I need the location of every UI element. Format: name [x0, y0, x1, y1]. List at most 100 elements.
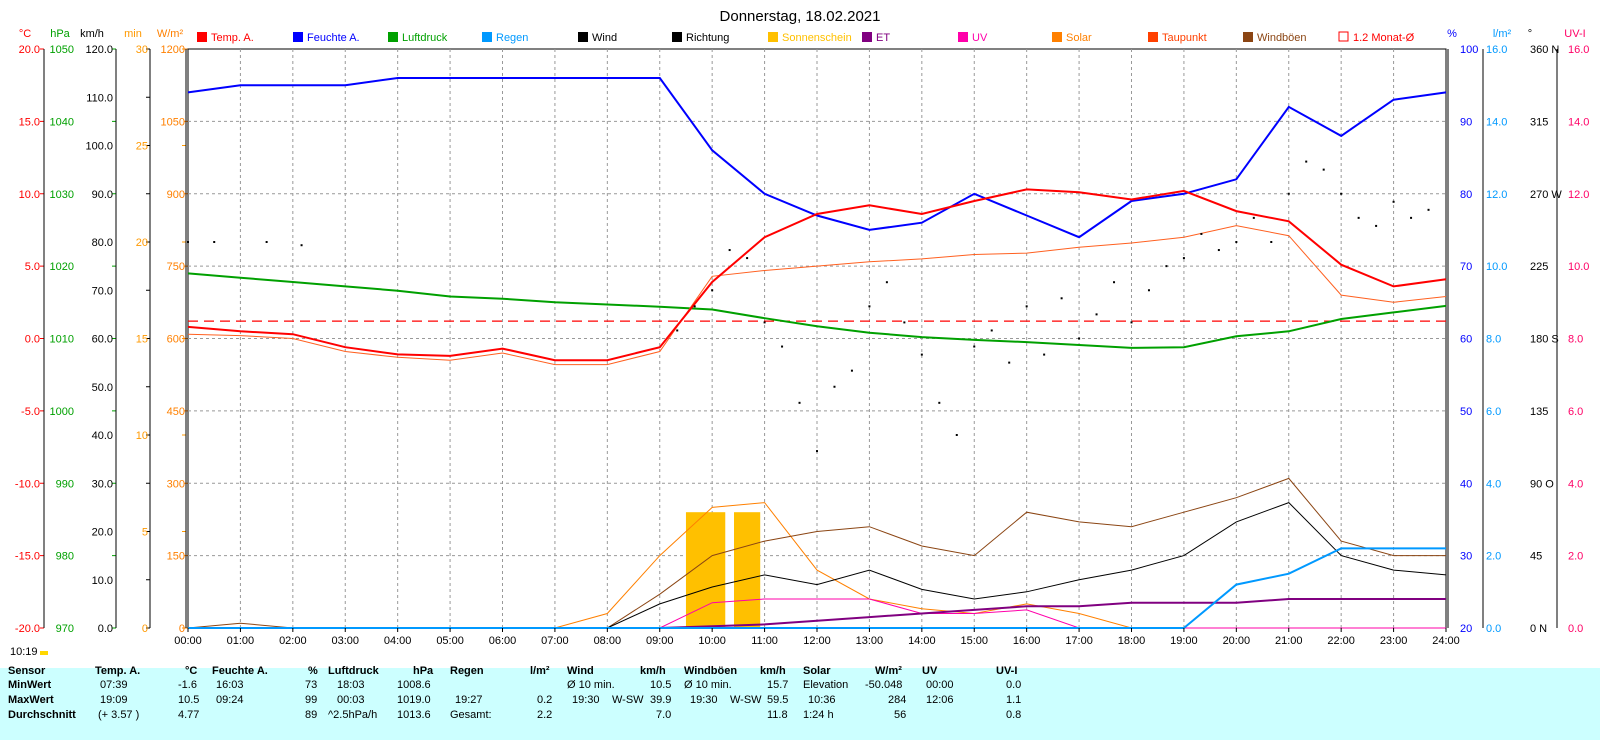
- hum-avg-value: 89: [305, 709, 318, 721]
- wind-direction-point: [850, 369, 853, 372]
- wind-direction-point: [1025, 305, 1028, 308]
- plot-grid: [187, 48, 1447, 629]
- solar-duration-label: 1:24 h: [803, 709, 834, 721]
- axis-tick-label: 90 O: [1530, 478, 1554, 490]
- axis-tick-label: 4.0: [1568, 478, 1583, 490]
- axis-tick-label: 135: [1530, 406, 1548, 418]
- axis-tick-label: 1020: [50, 261, 74, 273]
- axis-tick-label: 14.0: [1486, 116, 1507, 128]
- series-lines: [187, 77, 1447, 629]
- gust-avg10-label: Ø 10 min.: [684, 679, 732, 691]
- gust-max-time: 19:30: [690, 694, 718, 706]
- axis-unit-label: %: [1447, 28, 1457, 40]
- axis-tick-label: 1040: [50, 116, 74, 128]
- axis-tick-label: 980: [56, 551, 74, 563]
- legend-swatch: [1243, 32, 1253, 42]
- series-line-taupunkt: [187, 225, 1447, 366]
- axis-unit-label: °C: [19, 28, 31, 40]
- weather-chart: Donnerstag, 18.02.2021 Temp. A. Feuchte A…: [15, 8, 1590, 647]
- legend-swatch: [1052, 32, 1062, 42]
- wind-direction-point: [798, 401, 801, 404]
- wind-direction-point: [746, 257, 749, 260]
- legend: Temp. A. Feuchte A. Luftdruck Regen Wind Rich…: [197, 31, 1415, 44]
- axis-tick-label: 100.0: [85, 141, 113, 153]
- rain-total-value: 2.2: [537, 709, 553, 721]
- axis-tick-label: -5.0: [21, 406, 40, 418]
- axis-tick-label: 10: [136, 430, 148, 442]
- axis-tick-label: 70.0: [92, 285, 113, 297]
- wind-direction-point: [265, 241, 268, 243]
- x-tick-label: 00:00: [174, 635, 202, 647]
- axis-tick-label: 6.0: [1568, 406, 1583, 418]
- wind-direction-point: [1427, 208, 1430, 211]
- wind-direction-point: [1305, 160, 1308, 163]
- legend-label: 1.2 Monat-Ø: [1353, 32, 1415, 44]
- axis-tick-label: 5: [142, 527, 148, 539]
- solar-avg-value: 56: [894, 709, 907, 721]
- temp-unit: °C: [185, 665, 198, 677]
- axis-tick-label: 0.0: [98, 623, 113, 635]
- axis-tick-label: 20.0: [92, 527, 113, 539]
- axis-tick-label: 2.0: [1568, 551, 1583, 563]
- axis-tick-label: 60.0: [92, 334, 113, 346]
- gust-unit: km/h: [760, 665, 786, 677]
- x-tick-label: 03:00: [331, 635, 359, 647]
- x-tick-label: 19:00: [1170, 635, 1198, 647]
- wind-direction-point: [1392, 200, 1395, 203]
- axis-unit-label: min: [124, 28, 142, 40]
- legend-swatch: [958, 32, 968, 42]
- uv-avg-value: 0.8: [1006, 709, 1022, 721]
- axis-tick-label: 1000: [50, 406, 74, 418]
- temp-max-time: 19:09: [100, 694, 128, 706]
- solar-elevation-value: -50.048: [865, 679, 903, 691]
- temp-min-value: -1.6: [178, 679, 197, 691]
- legend-label: Wind: [592, 32, 617, 44]
- axis-tick-label: 40.0: [92, 430, 113, 442]
- axis-tick-label: 45: [1530, 551, 1542, 563]
- x-tick-label: 01:00: [227, 635, 255, 647]
- axis-tick-label: 16.0: [1486, 44, 1507, 56]
- legend-label: Solar: [1066, 32, 1092, 44]
- x-tick-label: 05:00: [436, 635, 464, 647]
- wind-max-time: 19:30: [572, 694, 600, 706]
- press-unit: hPa: [413, 665, 434, 677]
- wind-direction-point: [781, 345, 784, 348]
- legend-label: ET: [876, 32, 890, 44]
- axis-tick-label: 25: [136, 141, 148, 153]
- legend-label: Taupunkt: [1162, 32, 1207, 44]
- x-tick-label: 24:00: [1432, 635, 1460, 647]
- legend-label: UV: [972, 32, 988, 44]
- stats-row-label: Sensor: [8, 665, 46, 677]
- uv-unit: UV-I: [996, 665, 1018, 677]
- gust-avg10-value: 15.7: [767, 679, 789, 691]
- wind-direction-point: [187, 241, 189, 243]
- legend-swatch: [768, 32, 778, 42]
- axis-tick-label: 10.0: [19, 189, 40, 201]
- wind-direction-point: [676, 329, 679, 332]
- axis-tick-label: 1010: [50, 334, 74, 346]
- axis-tick-label: -15.0: [15, 551, 40, 563]
- wind-direction-point: [920, 353, 923, 356]
- axis-unit-label: l/m²: [1493, 28, 1512, 40]
- axis-tick-label: 600: [167, 334, 185, 346]
- x-tick-label: 22:00: [1327, 635, 1355, 647]
- wind-direction-point: [938, 401, 941, 404]
- wind-direction-point: [833, 385, 836, 388]
- temp-max-value: 10.5: [178, 694, 200, 706]
- solar-max-value: 284: [888, 694, 907, 706]
- axis-tick-label: 970: [56, 623, 74, 635]
- axis-tick-label: 90: [1460, 116, 1472, 128]
- axis-tick-label: 50: [1460, 406, 1472, 418]
- axis-tick-label: 0 N: [1530, 623, 1547, 635]
- axis-tick-label: 450: [167, 406, 185, 418]
- wind-direction-point: [816, 450, 818, 453]
- x-tick-label: 16:00: [1013, 635, 1041, 647]
- axis-tick-label: 120.0: [85, 44, 113, 56]
- x-axis: 00:00 01:00 02:00 03:00 04:00 05:00 06:00 07:00…: [174, 628, 1460, 647]
- axis-tick-label: 100: [1460, 44, 1478, 56]
- press-trend: ^2.5hPa/h: [328, 709, 378, 721]
- wind-direction-point: [1217, 249, 1220, 252]
- axis-tick-label: 8.0: [1568, 334, 1583, 346]
- axis-tick-label: 5.0: [25, 261, 40, 273]
- legend-label: Regen: [496, 32, 528, 44]
